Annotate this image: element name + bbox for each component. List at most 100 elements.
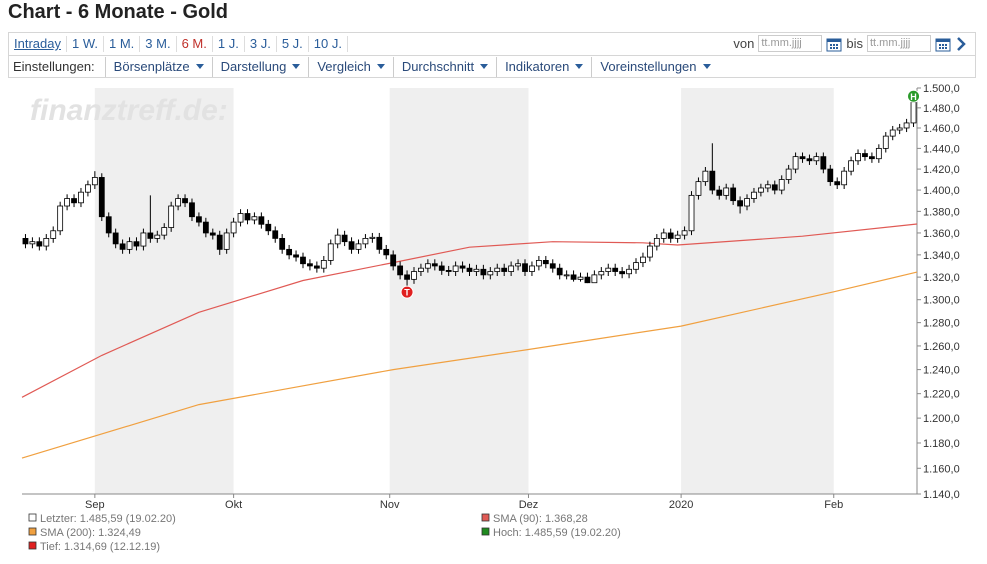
dropdown-arrow xyxy=(480,64,489,69)
candle-body xyxy=(411,271,417,280)
candle-body xyxy=(709,170,716,191)
y-tick-label: 1.460,0 xyxy=(923,123,960,135)
candle-body xyxy=(251,216,258,221)
settings-menu[interactable]: Voreinstellungen xyxy=(591,56,718,77)
candle-body xyxy=(667,232,674,239)
y-tick-label: 1.220,0 xyxy=(923,389,960,401)
period-button[interactable]: 3 M. xyxy=(140,36,177,52)
candle-body xyxy=(813,156,820,162)
period-button[interactable]: 1 M. xyxy=(104,36,141,52)
y-tick-label: 1.300,0 xyxy=(923,295,960,307)
candle-body xyxy=(640,256,646,264)
candle-body xyxy=(300,256,306,265)
candle-body xyxy=(43,238,50,247)
sma-line xyxy=(21,223,918,398)
candle-body xyxy=(522,263,528,272)
period-button[interactable]: 1 W. xyxy=(67,36,104,52)
period-button[interactable]: 1 J. xyxy=(213,36,245,52)
period-button[interactable]: Intraday xyxy=(9,36,67,52)
settings-menu[interactable]: Darstellung xyxy=(211,56,309,77)
candle-body xyxy=(57,205,64,232)
candle-body xyxy=(501,267,508,272)
settings-menu[interactable]: Vergleich xyxy=(308,56,392,77)
from-input[interactable]: tt.mm.jjjj xyxy=(758,35,823,52)
candle-body xyxy=(605,267,612,272)
legend-label: Hoch: 1.485,59 (19.02.20) xyxy=(493,527,621,539)
candle-body xyxy=(78,191,84,204)
candle-body xyxy=(681,230,688,236)
candle-body xyxy=(133,241,140,247)
candle-body xyxy=(799,156,806,160)
legend-swatch xyxy=(481,527,490,536)
candle-body xyxy=(196,216,202,223)
candle-body xyxy=(22,238,29,245)
candle-body xyxy=(862,153,868,158)
extreme-marker-label: H xyxy=(910,92,917,102)
candle-body xyxy=(619,271,626,275)
from-label: von xyxy=(733,36,755,51)
legend-label: SMA (200): 1.324,49 xyxy=(40,527,141,539)
sma-line xyxy=(21,271,918,459)
candle-body xyxy=(771,184,778,191)
y-tick-label: 1.260,0 xyxy=(923,341,960,353)
y-tick-label: 1.500,0 xyxy=(923,83,960,95)
candle-body xyxy=(244,213,251,221)
y-tick-label: 1.140,0 xyxy=(923,489,960,501)
candle-body xyxy=(515,263,521,267)
candle-body xyxy=(445,270,452,272)
candle-body xyxy=(695,181,702,196)
settings-menu[interactable]: Indikatoren xyxy=(496,56,591,77)
calendar-icon[interactable] xyxy=(826,36,842,52)
candle-body xyxy=(737,200,743,207)
candle-body xyxy=(313,265,320,269)
candle-body xyxy=(730,187,737,202)
settings-menu[interactable]: Börsenplätze xyxy=(104,56,212,77)
legend-swatch xyxy=(28,513,37,522)
y-tick-label: 1.420,0 xyxy=(923,164,960,176)
settings-menu[interactable]: Durchschnitt xyxy=(392,56,496,77)
candle-body xyxy=(633,262,639,270)
candle-body xyxy=(237,213,244,223)
x-tick-label: Sep xyxy=(85,499,105,511)
period-button[interactable]: 3 J. xyxy=(245,36,277,52)
date-range: von tt.mm.jjjj bis tt.mm.jjjj xyxy=(733,35,967,52)
legend-swatch xyxy=(28,541,37,550)
candle-body xyxy=(591,274,598,284)
candle-body xyxy=(216,234,223,250)
calendar-icon[interactable] xyxy=(935,36,951,52)
candle-body xyxy=(542,259,549,265)
candle-body xyxy=(757,187,764,193)
page-title: Chart - 6 Monate - Gold xyxy=(8,1,228,23)
x-tick-label: Okt xyxy=(225,499,242,511)
candle-body xyxy=(209,232,216,236)
candle-body xyxy=(577,276,584,280)
candle-body xyxy=(307,263,313,267)
period-button[interactable]: 6 M. xyxy=(177,36,213,52)
candle-body xyxy=(896,127,903,131)
candle-body xyxy=(424,263,431,269)
candle-body xyxy=(154,234,161,239)
candle-body xyxy=(875,147,882,160)
candle-body xyxy=(535,259,542,267)
period-button[interactable]: 10 J. xyxy=(309,36,348,52)
period-button[interactable]: 5 J. xyxy=(277,36,309,52)
dropdown-arrow xyxy=(376,64,385,69)
legend-label: SMA (90): 1.368,28 xyxy=(493,513,588,525)
candle-body xyxy=(258,216,265,225)
next-arrow[interactable] xyxy=(955,36,967,52)
candle-body xyxy=(778,179,785,191)
candle-body xyxy=(806,158,813,162)
y-tick-label: 1.280,0 xyxy=(923,318,960,330)
candle-body xyxy=(334,234,341,245)
extreme-marker xyxy=(400,285,414,299)
dropdown-arrow xyxy=(575,64,584,69)
candle-body xyxy=(882,135,889,149)
candle-body xyxy=(473,268,480,272)
legend-label: Tief: 1.314,69 (12.12.19) xyxy=(40,541,160,553)
to-input[interactable]: tt.mm.jjjj xyxy=(867,35,931,52)
legend-swatch xyxy=(28,527,37,536)
x-tick-label: Dez xyxy=(519,499,539,511)
candle-body xyxy=(452,265,459,272)
chart: finanztreff.de: 1.140,0 1.160,0 1.180,0 1.20… xyxy=(21,83,960,553)
y-tick-label: 1.360,0 xyxy=(923,228,960,240)
